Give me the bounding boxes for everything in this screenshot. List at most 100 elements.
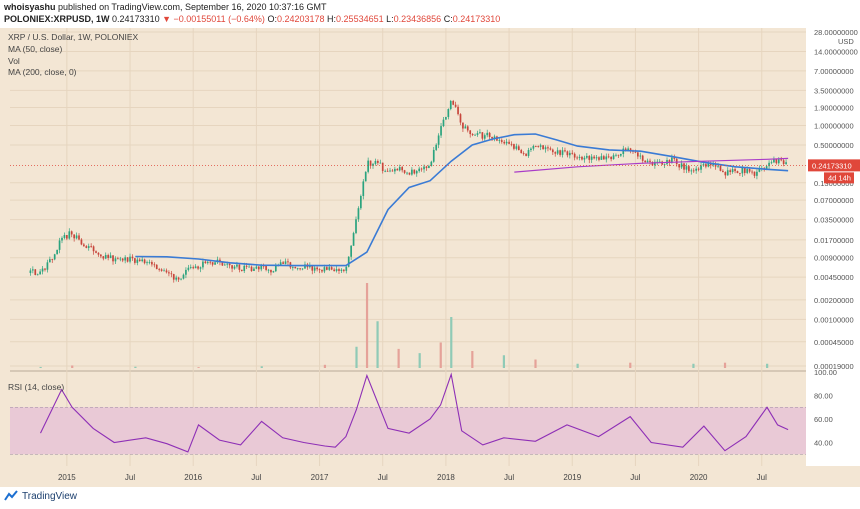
candle-body — [428, 165, 430, 168]
candle-body — [610, 157, 612, 160]
candle-body — [500, 140, 503, 142]
candle-body — [134, 258, 136, 263]
candle-body — [34, 269, 37, 275]
candle-body — [389, 170, 391, 172]
y-tick-label: 0.00200000 — [814, 296, 854, 305]
candle-body — [515, 146, 518, 149]
candle-body — [148, 261, 151, 263]
candle-body — [612, 155, 615, 160]
close-label: C: — [443, 14, 453, 24]
candle-body — [53, 254, 56, 260]
candle-body — [299, 268, 301, 270]
candle-body — [73, 234, 75, 239]
candle-body — [690, 170, 693, 172]
countdown-badge — [824, 172, 854, 184]
candle-body — [656, 161, 659, 163]
candle-body — [209, 261, 212, 263]
candle-body — [104, 255, 107, 259]
candle-body — [92, 246, 95, 252]
candle-body — [56, 249, 58, 255]
candle-body — [753, 171, 756, 176]
candle-body — [605, 156, 608, 160]
tradingview-logo[interactable]: TradingView — [4, 490, 77, 502]
candle-body — [622, 148, 625, 155]
candle-body — [192, 267, 195, 269]
candle-body — [272, 271, 275, 273]
y-tick-label: 0.03500000 — [814, 216, 854, 225]
grid-lines — [10, 28, 860, 466]
author-name[interactable]: whoisyashu — [4, 2, 56, 12]
candle-body — [369, 160, 372, 166]
open-label: O: — [267, 14, 277, 24]
candle-body — [493, 136, 496, 139]
x-tick-label: 2016 — [184, 473, 202, 482]
candle-body — [386, 170, 389, 172]
candle-body — [168, 272, 170, 274]
candle-body — [343, 269, 345, 271]
rsi-tick-label: 100.00 — [814, 368, 837, 377]
candle-body — [204, 261, 207, 264]
x-tick-label: Jul — [757, 473, 767, 482]
candle-body — [90, 246, 93, 247]
candle-body — [513, 144, 515, 149]
candle-body — [741, 167, 744, 174]
candle-body — [705, 164, 707, 167]
candle-body — [245, 265, 248, 267]
candle-body — [588, 155, 591, 160]
candle-body — [109, 255, 112, 258]
candle-body — [413, 169, 416, 174]
candle-body — [102, 256, 105, 259]
volume-bar — [418, 353, 421, 368]
low-label: L: — [386, 14, 394, 24]
candle-body — [756, 171, 758, 176]
candle-body — [165, 270, 168, 273]
candle-body — [372, 163, 374, 166]
x-tick-label: Jul — [630, 473, 640, 482]
rsi-tick-label: 80.00 — [814, 392, 833, 401]
candle-body — [131, 256, 134, 259]
candle-body — [471, 134, 474, 136]
x-tick-label: Jul — [378, 473, 388, 482]
candle-body — [311, 265, 314, 271]
published-text: published on TradingView.com, September … — [58, 2, 327, 12]
candle-body — [547, 147, 549, 149]
candle-body — [117, 258, 119, 260]
candle-body — [739, 173, 741, 174]
candle-body — [194, 266, 197, 269]
volume-bar — [71, 365, 74, 368]
volume-bar — [134, 366, 137, 368]
candle-body — [440, 126, 442, 136]
candle-body — [313, 267, 316, 271]
candle-body — [537, 146, 540, 147]
candle-body — [447, 109, 450, 118]
candle-body — [177, 277, 180, 280]
axis-background — [806, 28, 860, 466]
candle-body — [250, 266, 253, 272]
candle-body — [435, 144, 438, 150]
candle-body — [126, 257, 129, 262]
candle-body — [449, 101, 452, 110]
candle-body — [530, 148, 532, 151]
candle-body — [394, 168, 396, 172]
candle-body — [48, 259, 51, 263]
candle-body — [688, 166, 690, 172]
rsi-band — [10, 407, 806, 455]
candle-body — [141, 259, 144, 262]
candle-body — [36, 274, 39, 276]
candle-body — [46, 262, 49, 270]
candle-body — [282, 262, 284, 264]
candle-body — [296, 268, 299, 270]
candle-body — [75, 235, 78, 239]
volume-bar — [323, 364, 327, 368]
candle-body — [352, 233, 355, 246]
candle-body — [257, 266, 260, 270]
candle-body — [100, 254, 102, 257]
candle-body — [423, 166, 425, 170]
candle-body — [155, 264, 158, 270]
time-axis: 2015 Jul 2016 Jul 2017 Jul 2018 Jul 2019 Jul 2020 J… — [58, 473, 767, 482]
candle-body — [87, 246, 90, 248]
candle-body — [578, 156, 581, 158]
y-tick-label: 0.00019000 — [814, 362, 854, 371]
low-value: 0.23436856 — [393, 14, 442, 24]
